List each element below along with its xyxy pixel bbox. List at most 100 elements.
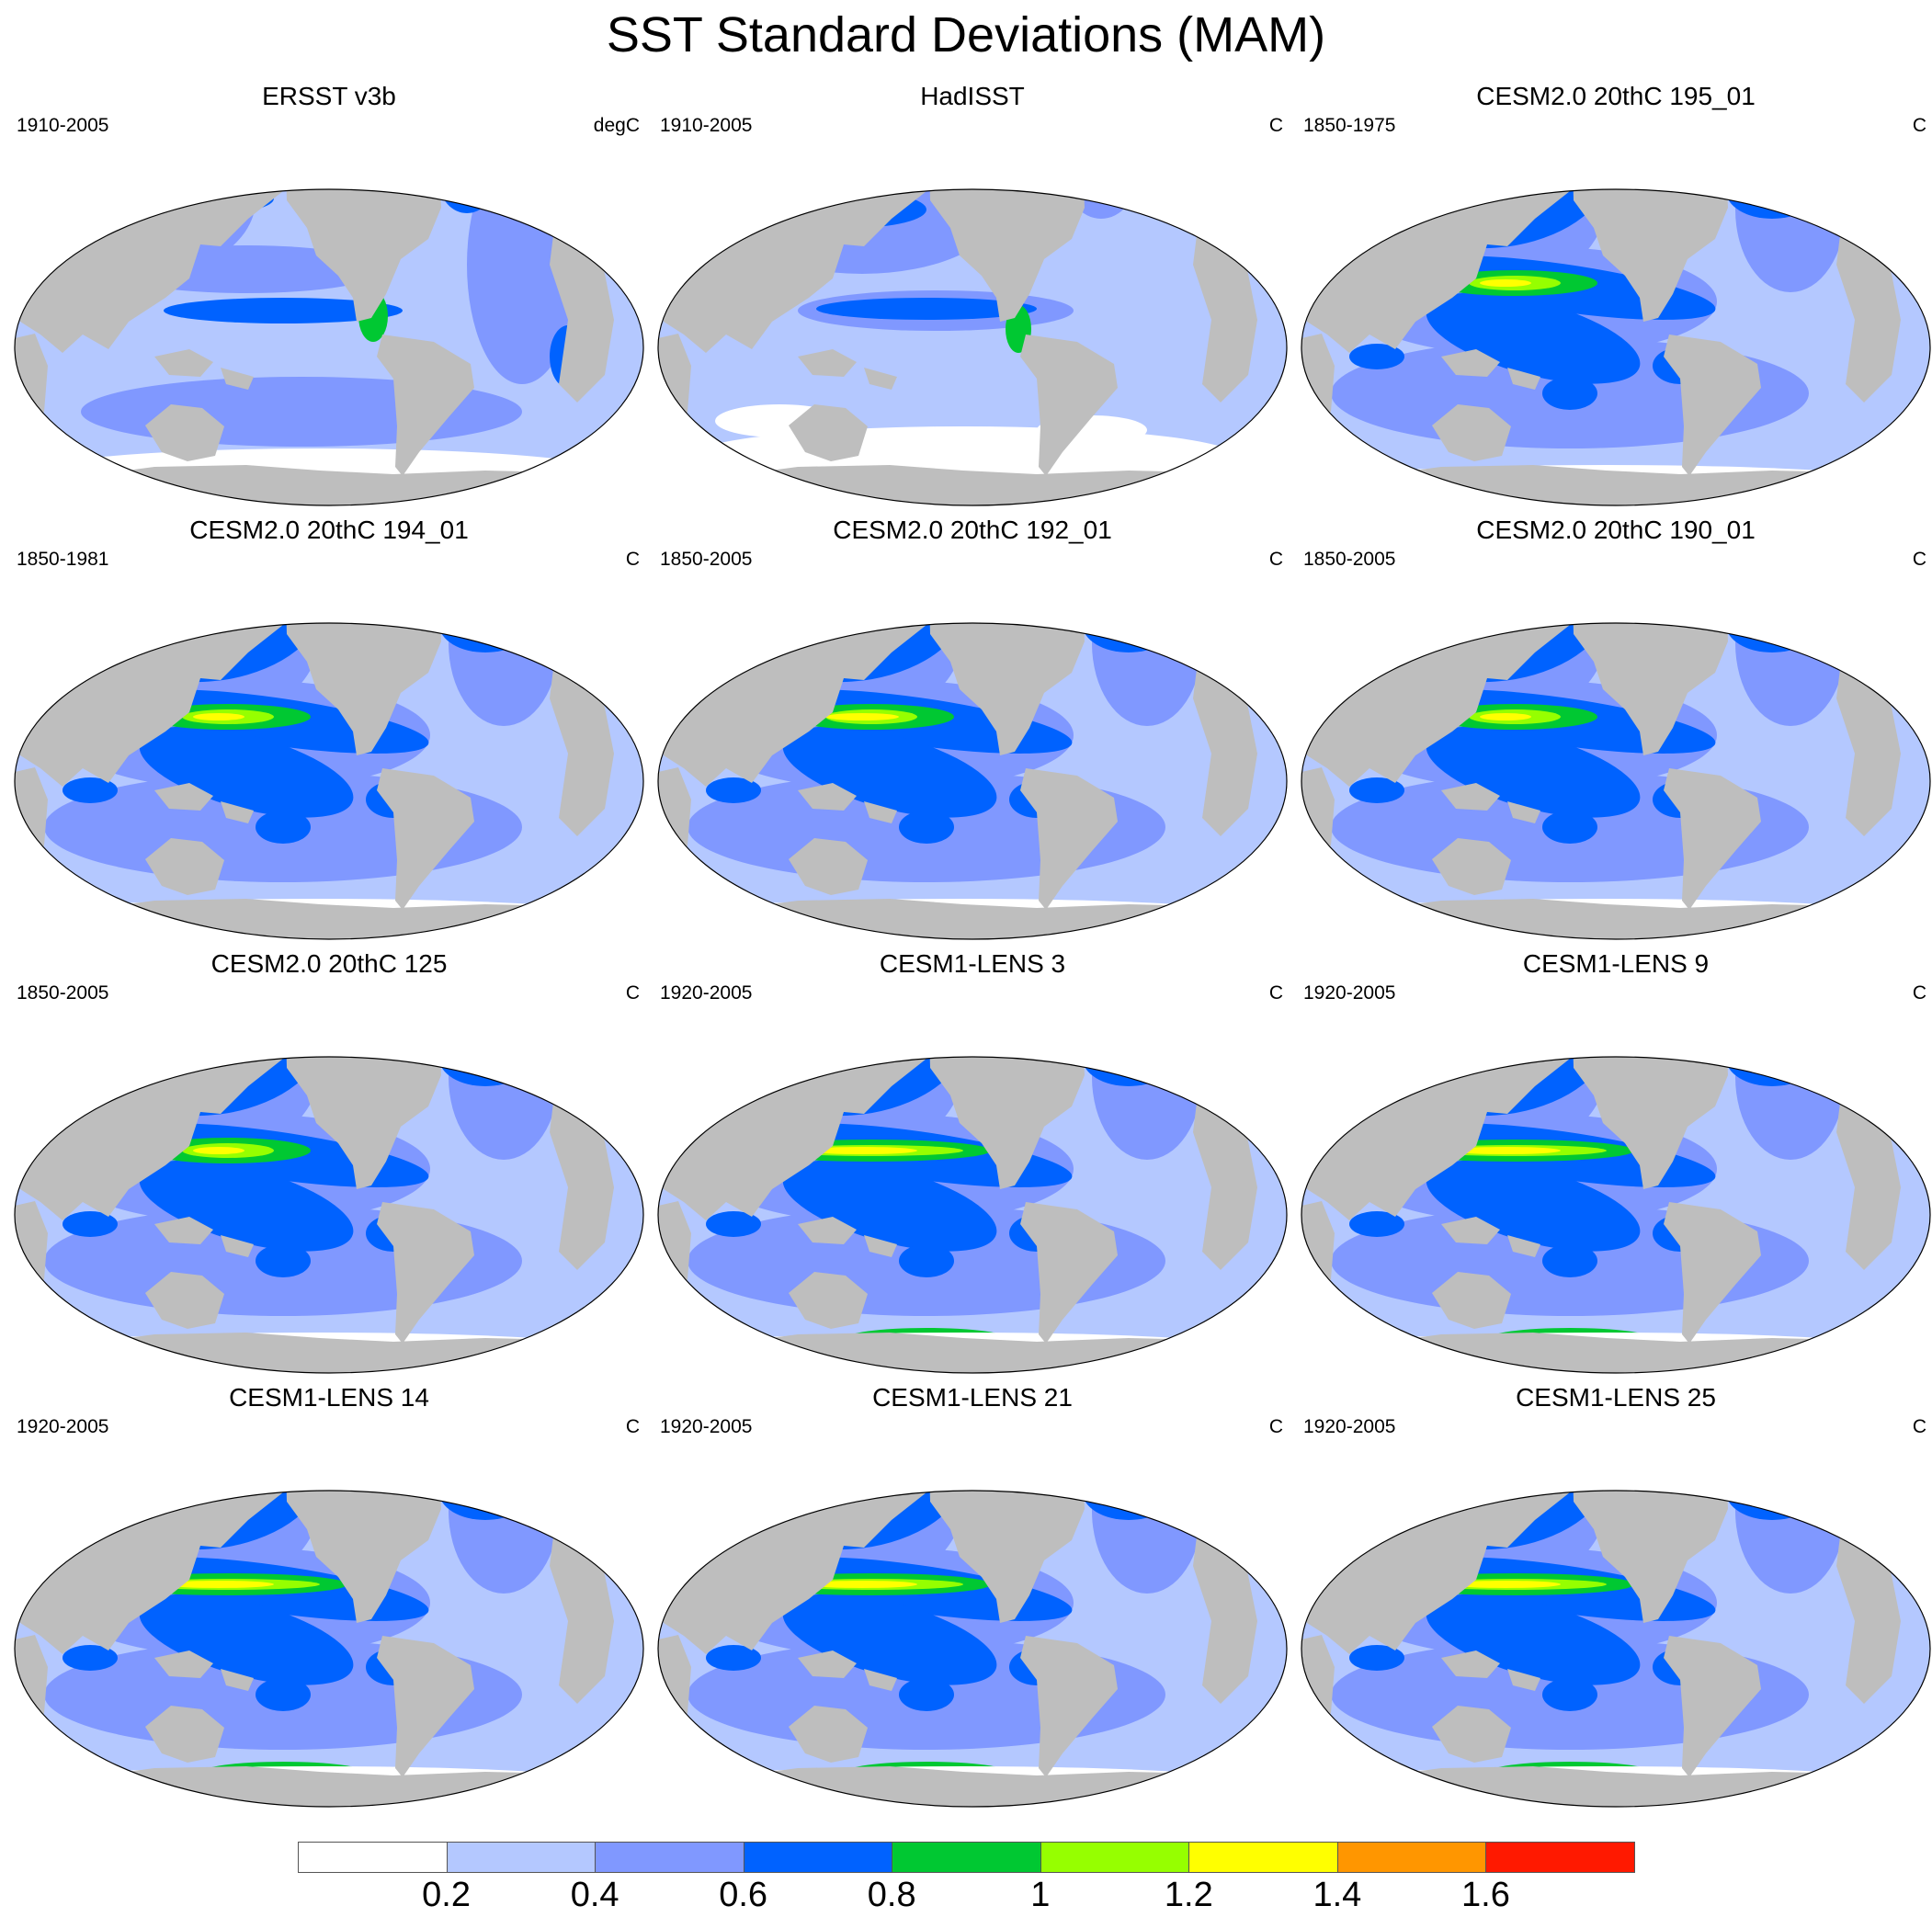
panel-grid: ERSST v3b 1910-2005 degC HadISST 1910-2005 C C…: [7, 81, 1932, 1808]
eurasia-land: [17, 189, 283, 353]
sst-anomaly-region: [1741, 1057, 1767, 1059]
map-panel: CESM2.0 20thC 194_01 1850-1981 C: [7, 515, 651, 947]
south-america-land: [377, 1202, 474, 1344]
south-america-land: [377, 768, 474, 910]
sst-anomaly-region: [1097, 1491, 1123, 1492]
map-panel: CESM2.0 20thC 195_01 1850-1975 C: [1294, 81, 1932, 513]
south-america-land: [1020, 335, 1118, 476]
sst-anomaly-region: [1542, 377, 1597, 410]
sst-anomaly-region: [256, 811, 311, 844]
sst-anomaly-region: [1437, 1448, 1482, 1470]
panel-title: CESM1-LENS 3: [879, 949, 1066, 978]
south-america-land: [377, 1636, 474, 1777]
australia-land: [1432, 1706, 1511, 1763]
north-america-land: [285, 189, 441, 322]
panel-period: 1850-2005: [1303, 549, 1396, 570]
colorbar-swatch: [892, 1842, 1041, 1873]
sst-anomaly-region: [799, 1458, 818, 1469]
eastern-land: [1836, 625, 1901, 836]
sst-anomaly-region: [139, 1594, 354, 1685]
sst-anomaly-region: [1747, 1427, 1768, 1465]
panel-period: 1920-2005: [660, 1416, 753, 1437]
eastern-land: [550, 191, 614, 403]
sst-anomaly-region: [193, 1147, 244, 1154]
colorbar-tick-label: 0.4: [570, 1876, 619, 1914]
greenland-land: [447, 983, 524, 1035]
greenland-land: [1733, 983, 1811, 1035]
sst-anomaly-region: [454, 1057, 480, 1059]
sst-anomaly-region: [439, 189, 494, 213]
sst-anomaly-region: [139, 726, 354, 818]
panel-title: CESM2.0 20thC 192_01: [833, 516, 1112, 544]
globe-outline: [1301, 1490, 1931, 1808]
colorbar-tick-label: 1.4: [1313, 1876, 1362, 1914]
sst-anomaly-region: [1426, 292, 1641, 384]
sst-anomaly-region: [1105, 614, 1116, 621]
eurasia-land: [17, 623, 283, 787]
sst-anomaly-region: [793, 1015, 838, 1037]
eastern-land: [1836, 1059, 1901, 1270]
australia-land: [145, 404, 224, 461]
panel-title: CESM2.0 20thC 125: [210, 949, 448, 978]
sst-anomaly-region: [126, 1435, 221, 1480]
eastern-land: [1193, 625, 1257, 836]
sst-anomaly-region: [1089, 546, 1131, 612]
panel-title: ERSST v3b: [262, 82, 396, 110]
colorbar-tick-label: 1: [1030, 1876, 1051, 1914]
maritime-continent-land: [1441, 783, 1540, 823]
globe-outline: [14, 622, 644, 940]
eastern-land: [1193, 1492, 1257, 1704]
sst-anomaly-region: [1104, 993, 1125, 1031]
sst-map: [1301, 116, 1931, 506]
colorbar-tick-label: 1.2: [1164, 1876, 1213, 1914]
sst-anomaly-region: [1089, 980, 1131, 1046]
sst-anomaly-region: [1747, 126, 1768, 164]
sst-anomaly-region: [807, 1581, 917, 1588]
maritime-continent-land: [154, 349, 254, 390]
colorbar-swatch: [595, 1842, 744, 1873]
sst-anomaly-region: [155, 1024, 175, 1036]
map-panel: CESM2.0 20thC 192_01 1850-2005 C: [651, 515, 1294, 947]
sst-anomaly-region: [193, 713, 244, 720]
north-america-land: [285, 623, 441, 755]
colorbar-swatch: [1188, 1842, 1338, 1873]
map-panel: ERSST v3b 1910-2005 degC: [7, 81, 651, 513]
sst-anomaly-region: [1741, 623, 1767, 625]
sst-anomaly-region: [782, 1594, 997, 1685]
sst-anomaly-region: [782, 1160, 997, 1252]
sst-anomaly-region: [126, 1001, 221, 1046]
sst-map: [1301, 550, 1931, 940]
sst-anomaly-region: [461, 1481, 472, 1489]
sst-anomaly-region: [1747, 560, 1768, 597]
sst-anomaly-region: [1733, 1413, 1775, 1480]
sst-anomaly-region: [1349, 344, 1404, 369]
panel-units: C: [625, 982, 640, 1004]
map-panel: CESM1-LENS 21 1920-2005 C: [651, 1382, 1294, 1814]
sst-anomaly-region: [1733, 980, 1775, 1046]
sst-anomaly-region: [1437, 147, 1482, 169]
sst-anomaly-region: [150, 581, 195, 603]
sst-map: [657, 1458, 1288, 1808]
eurasia-land: [660, 1491, 926, 1654]
australia-land: [145, 1706, 224, 1763]
colorbar-swatch: [298, 1842, 448, 1873]
greenland-land: [1733, 550, 1811, 601]
sst-anomaly-region: [1542, 1678, 1597, 1711]
sst-anomaly-region: [799, 590, 818, 602]
map-panel: CESM1-LENS 3 1920-2005 C: [651, 948, 1294, 1380]
colorbar-swatch: [743, 1842, 893, 1873]
panel-units: C: [625, 1416, 640, 1437]
south-america-land: [377, 335, 474, 476]
sst-map: [657, 980, 1288, 1374]
panel-title: CESM1-LENS 9: [1522, 949, 1710, 978]
sst-anomaly-region: [1748, 1048, 1759, 1055]
sst-anomaly-region: [460, 1427, 482, 1465]
sst-anomaly-region: [706, 1211, 761, 1237]
greenland-land: [1733, 116, 1811, 167]
maritime-continent-land: [154, 1217, 254, 1257]
sst-map: [657, 188, 1288, 506]
panel-units: C: [1912, 1416, 1926, 1437]
eurasia-land: [17, 1057, 283, 1220]
maritime-continent-land: [798, 1650, 897, 1691]
globe-outline: [657, 622, 1288, 940]
